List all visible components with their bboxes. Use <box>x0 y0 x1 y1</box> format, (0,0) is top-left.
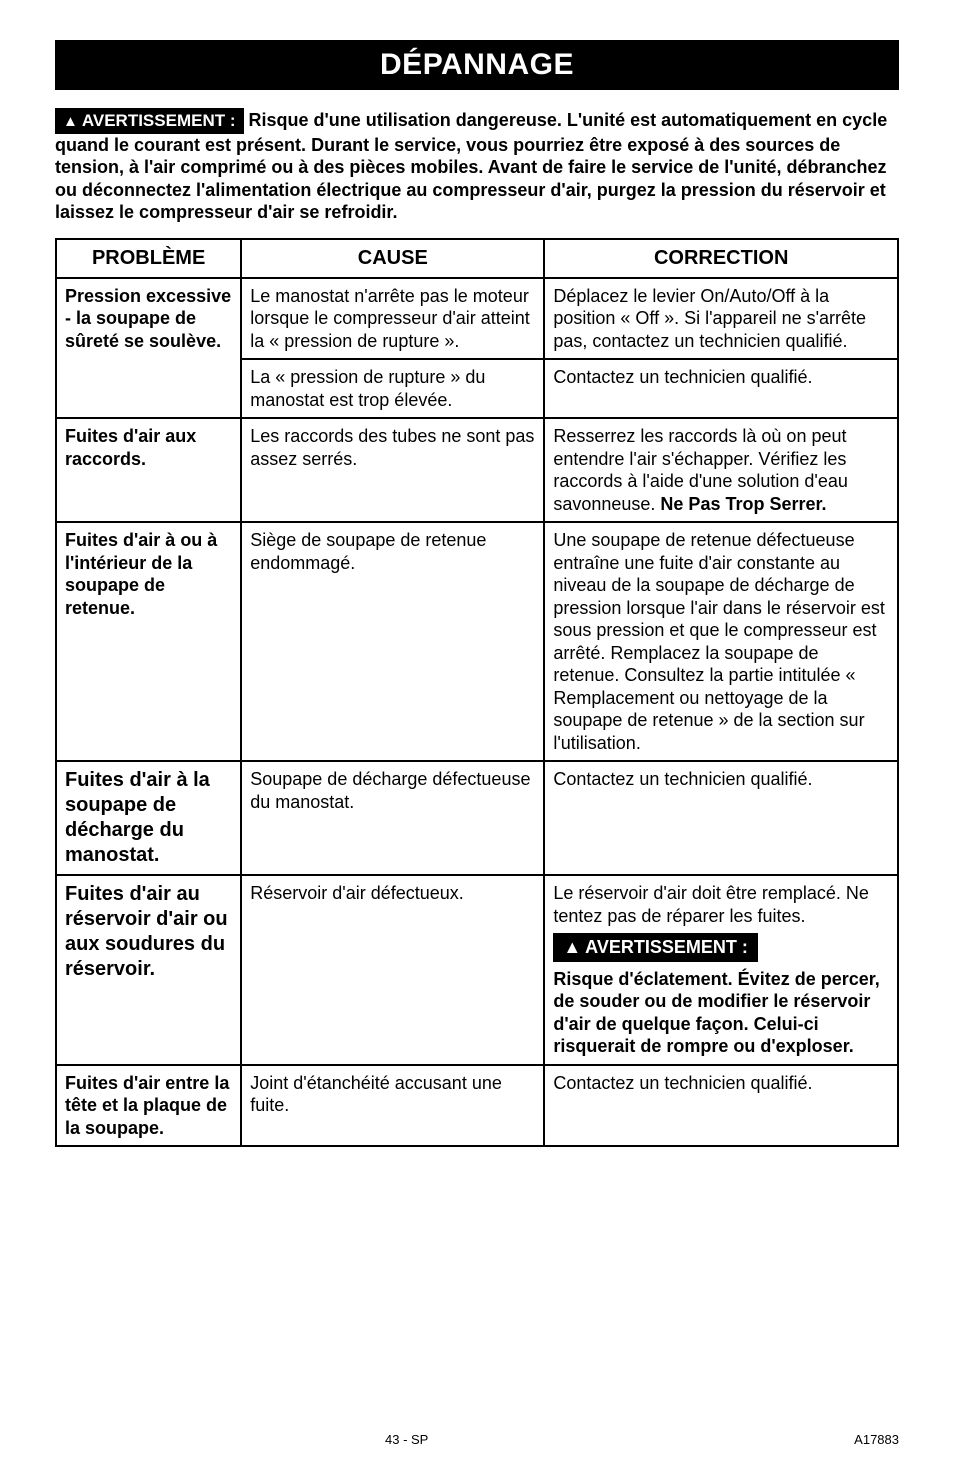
cause-cell: Soupape de décharge défectueuse du manos… <box>241 761 544 875</box>
correction-bold: Ne Pas Trop Serrer. <box>660 494 826 514</box>
correction-cell: Déplacez le levier On/Auto/Off à la posi… <box>544 278 898 360</box>
cause-cell: Le manostat n'arrête pas le moteur lorsq… <box>241 278 544 360</box>
cause-cell: Siège de soupape de retenue endommagé. <box>241 522 544 761</box>
correction-cell: Une soupape de retenue défectueuse entra… <box>544 522 898 761</box>
correction-cell: Contactez un technicien qualifié. <box>544 761 898 875</box>
col-header-problem: PROBLÈME <box>56 239 241 278</box>
cause-cell: La « pression de rupture » du manostat e… <box>241 359 544 418</box>
problem-cell: Fuites d'air au réservoir d'air ou aux s… <box>56 875 241 1065</box>
correction-cell: Contactez un technicien qualifié. <box>544 1065 898 1147</box>
troubleshooting-table: PROBLÈME CAUSE CORRECTION Pression exces… <box>55 238 899 1148</box>
correction-warning-badge: ▲AVERTISSEMENT : <box>553 933 758 962</box>
correction-cell: Resserrez les raccords là où on peut ent… <box>544 418 898 522</box>
page-title: DÉPANNAGE <box>55 40 899 90</box>
footer-page-number: 43 - SP <box>385 1432 428 1447</box>
col-header-cause: CAUSE <box>241 239 544 278</box>
problem-cell: Fuites d'air entre la tête et la plaque … <box>56 1065 241 1147</box>
warning-triangle-icon: ▲ <box>563 936 581 959</box>
footer-doc-id: A17883 <box>854 1432 899 1447</box>
warning-label: AVERTISSEMENT : <box>82 111 236 130</box>
table-row: Fuites d'air à la soupape de décharge du… <box>56 761 898 875</box>
correction-text: Le réservoir d'air doit être rem­placé. … <box>553 882 889 927</box>
table-row: Fuites d'air aux raccords. Les raccords … <box>56 418 898 522</box>
correction-cell: Contactez un technicien qualifié. <box>544 359 898 418</box>
col-header-correction: CORRECTION <box>544 239 898 278</box>
table-row: Pression exces­sive - la soupape de sûre… <box>56 278 898 360</box>
problem-cell: Fuites d'air à la soupape de décharge du… <box>56 761 241 875</box>
problem-cell: Pression exces­sive - la soupape de sûre… <box>56 278 241 419</box>
correction-warning-label: AVERTISSEMENT : <box>585 937 748 957</box>
correction-warning-body: Risque d'éclatement. Évitez de percer, d… <box>553 968 889 1058</box>
cause-cell: Réservoir d'air défectueux. <box>241 875 544 1065</box>
cause-cell: Les raccords des tubes ne sont pas assez… <box>241 418 544 522</box>
table-row: Fuites d'air au réservoir d'air ou aux s… <box>56 875 898 1065</box>
correction-cell: Le réservoir d'air doit être rem­placé. … <box>544 875 898 1065</box>
cause-cell: Joint d'étanchéité accusant une fuite. <box>241 1065 544 1147</box>
warning-triangle-icon: ▲ <box>63 113 78 132</box>
warning-badge: ▲AVERTISSEMENT : <box>55 108 244 134</box>
intro-paragraph: ▲AVERTISSEMENT : Risque d'une utilisatio… <box>55 108 899 224</box>
table-row: Fuites d'air entre la tête et la plaque … <box>56 1065 898 1147</box>
problem-cell: Fuites d'air aux raccords. <box>56 418 241 522</box>
table-row: Fuites d'air à ou à l'intérieur de la so… <box>56 522 898 761</box>
table-header-row: PROBLÈME CAUSE CORRECTION <box>56 239 898 278</box>
page-footer: 43 - SP A17883 <box>55 1432 899 1447</box>
problem-cell: Fuites d'air à ou à l'intérieur de la so… <box>56 522 241 761</box>
